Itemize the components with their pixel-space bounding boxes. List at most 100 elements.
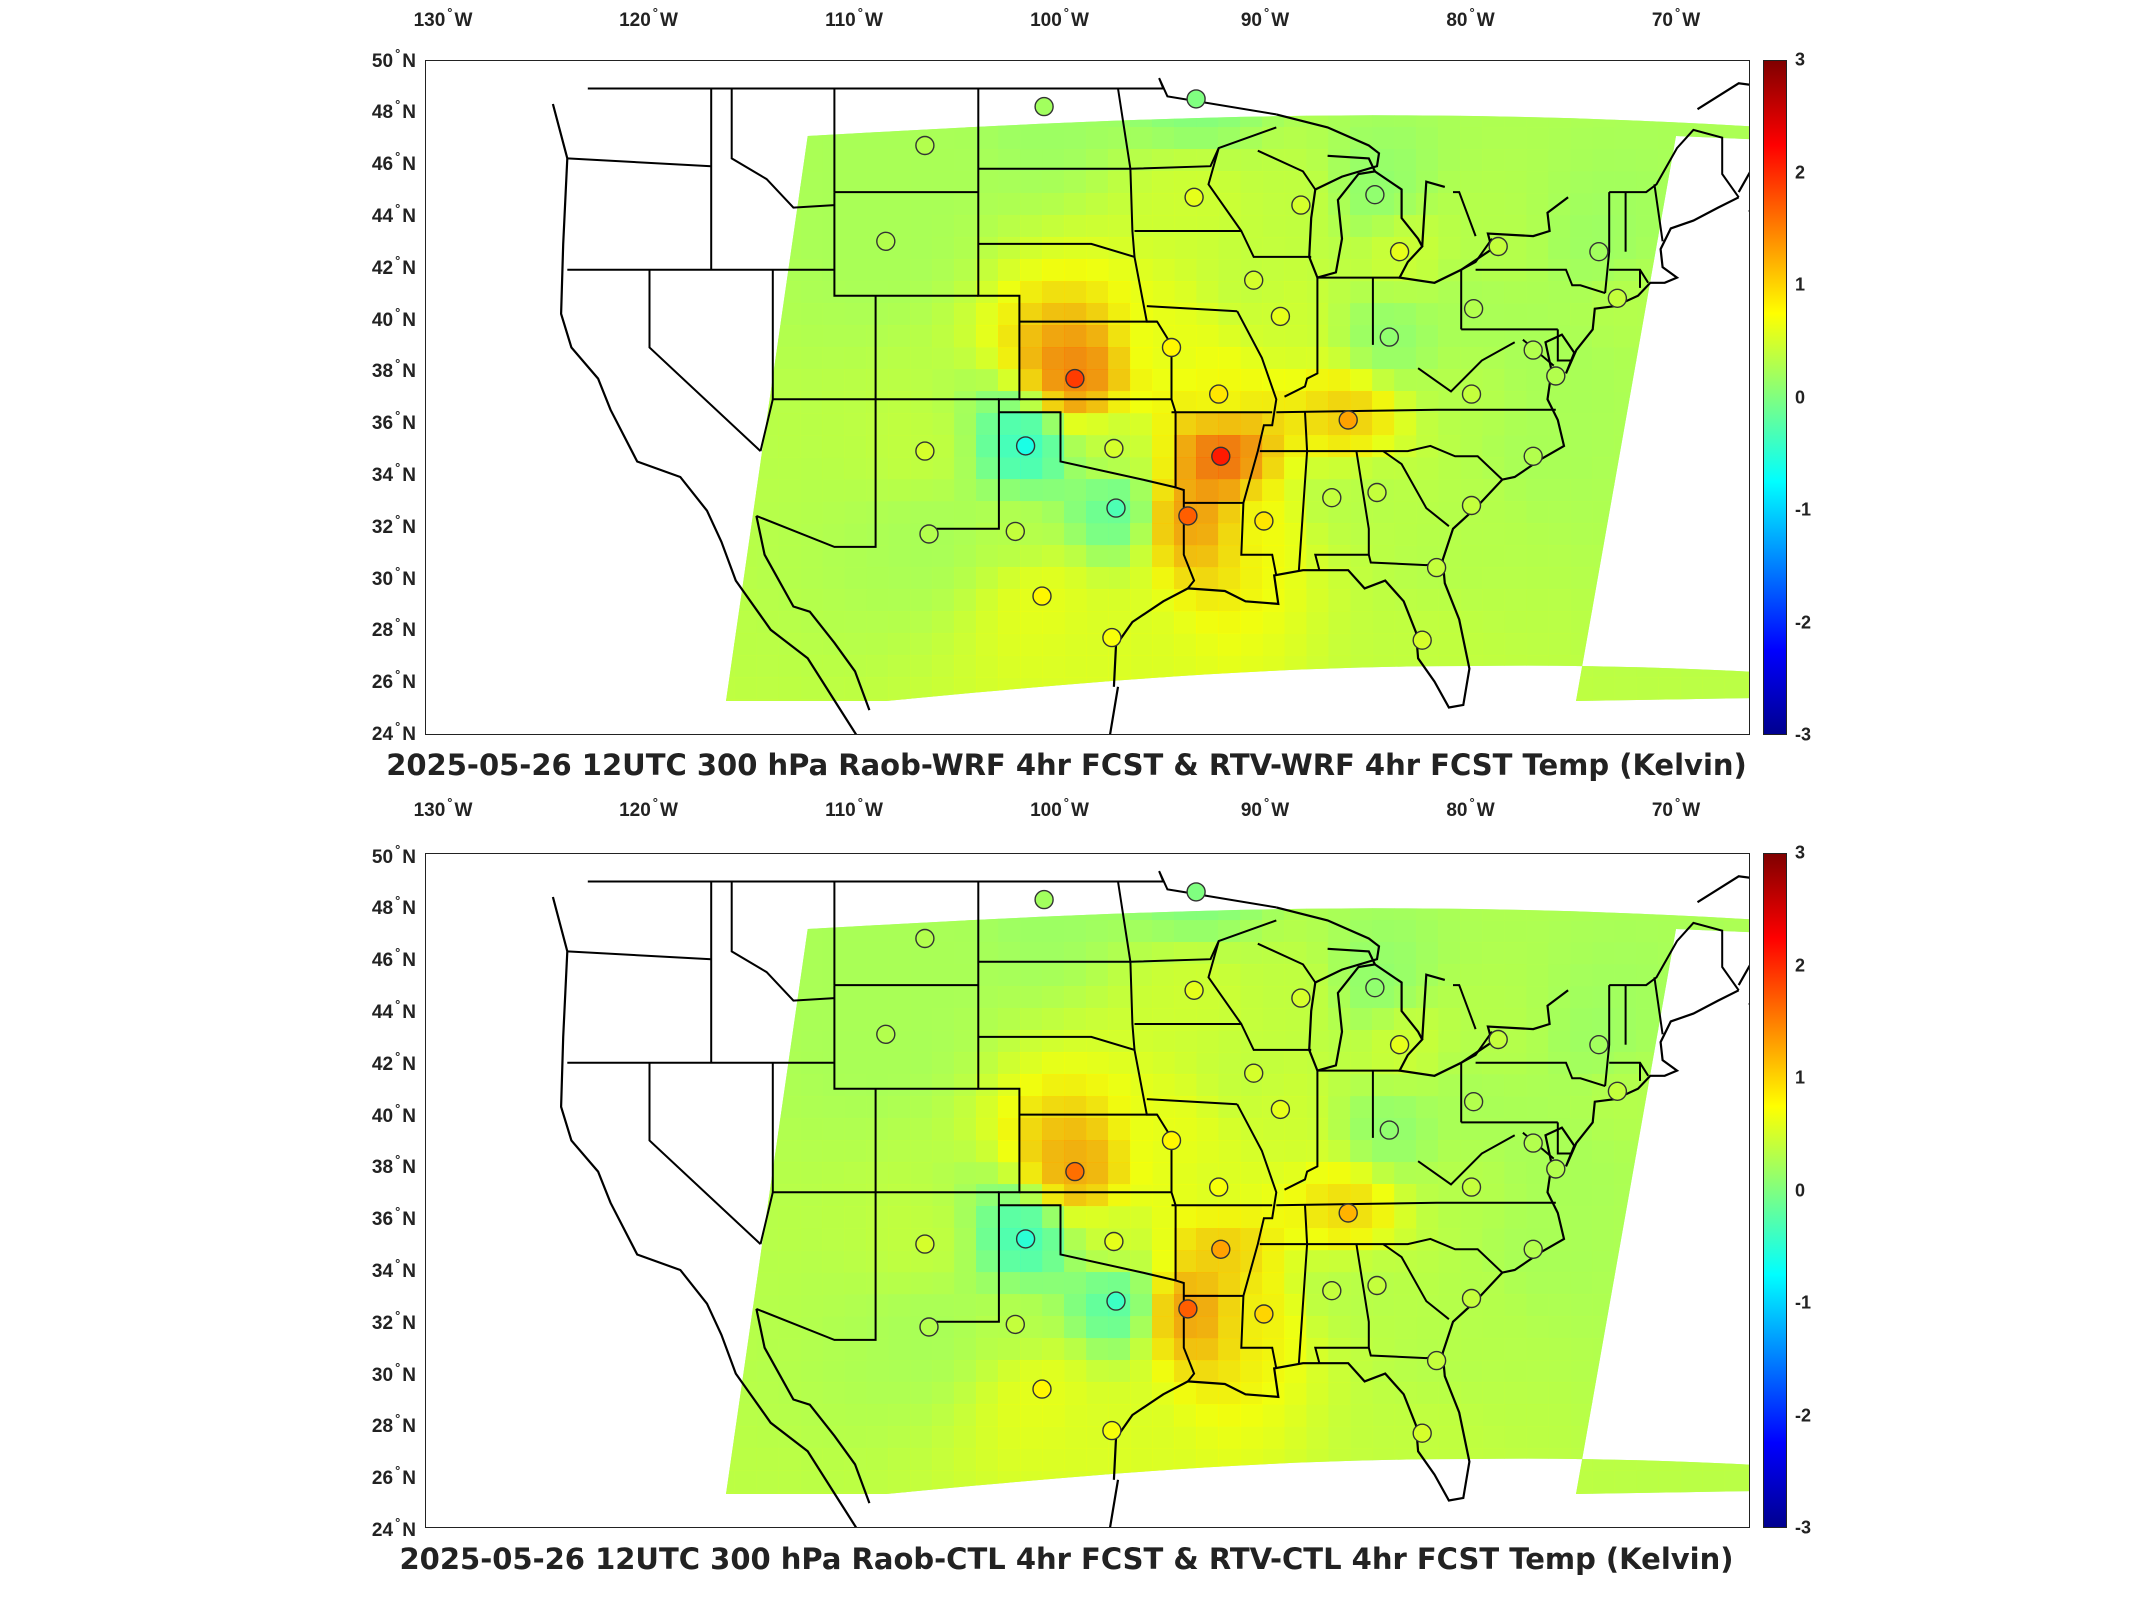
raob-station-marker — [1184, 980, 1204, 1001]
field-cell — [448, 1492, 471, 1515]
field-cell — [1636, 369, 1659, 392]
field-cell — [668, 523, 691, 546]
field-cell — [1240, 699, 1263, 702]
field-cell — [448, 193, 471, 216]
field-cell — [1570, 986, 1593, 1009]
field-cell — [1526, 920, 1549, 943]
field-cell — [448, 1052, 471, 1075]
field-cell — [1328, 61, 1351, 84]
field-cell — [1108, 655, 1131, 678]
field-cell — [1064, 435, 1087, 458]
field-cell — [778, 1470, 801, 1493]
field-cell — [1152, 1008, 1175, 1031]
field-cell — [690, 1074, 713, 1097]
field-cell — [844, 567, 867, 590]
field-cell — [1680, 237, 1703, 260]
field-cell — [1064, 677, 1087, 700]
state-border-line — [1284, 1070, 1319, 1191]
field-cell — [1416, 115, 1439, 128]
field-cell — [976, 1140, 999, 1163]
raob-station-marker — [919, 524, 939, 544]
field-cell — [558, 611, 581, 634]
field-cell — [1020, 457, 1043, 480]
field-cell — [1438, 854, 1461, 877]
field-cell — [976, 1382, 999, 1405]
field-cell — [1746, 1008, 1749, 1031]
field-cell — [1284, 1162, 1307, 1185]
field-cell — [1350, 655, 1373, 678]
field-cell — [492, 193, 515, 216]
field-cell — [1020, 523, 1043, 546]
field-cell — [536, 325, 559, 348]
field-cell — [1064, 259, 1087, 282]
field-cell — [1306, 964, 1329, 987]
field-cell — [646, 1162, 669, 1185]
field-cell — [1262, 633, 1285, 656]
field-cell — [756, 942, 779, 965]
field-cell — [646, 545, 669, 568]
field-cell — [1680, 1448, 1703, 1471]
field-cell — [1438, 1096, 1461, 1119]
field-cell — [1130, 1338, 1153, 1361]
field-cell — [1064, 1316, 1087, 1339]
field-cell — [602, 567, 625, 590]
field-cell — [1416, 1316, 1439, 1339]
field-cell — [1064, 61, 1087, 84]
field-cell — [1460, 1030, 1483, 1053]
field-cell — [1240, 1184, 1263, 1207]
field-cell — [1702, 1184, 1725, 1207]
field-cell — [932, 325, 955, 348]
field-cell — [844, 523, 867, 546]
field-cell — [1746, 854, 1750, 877]
field-cell — [778, 149, 801, 172]
field-cell — [866, 611, 889, 634]
field-cell — [690, 127, 713, 150]
field-cell — [1614, 1470, 1637, 1493]
field-cell — [1504, 1294, 1527, 1317]
field-cell — [1504, 149, 1527, 172]
latitude-label: 28 ° N — [371, 615, 416, 642]
field-cell — [668, 721, 691, 735]
field-cell — [1702, 149, 1725, 172]
field-cell — [1746, 876, 1750, 899]
field-cell — [800, 1338, 823, 1361]
raob-station-marker — [1461, 1288, 1482, 1309]
field-cell — [1284, 721, 1307, 735]
field-cell — [1592, 1294, 1615, 1317]
field-cell — [1284, 347, 1307, 370]
field-cell — [1218, 1294, 1241, 1317]
field-cell — [1020, 920, 1043, 943]
field-cell — [448, 325, 471, 348]
field-cell — [954, 964, 977, 987]
field-cell — [426, 986, 449, 1009]
field-cell — [1372, 1008, 1395, 1031]
field-cell — [1240, 413, 1263, 436]
field-cell — [1152, 435, 1175, 458]
raob-station-marker — [1104, 1231, 1124, 1252]
field-cell — [1306, 61, 1329, 84]
field-cell — [888, 633, 911, 656]
field-cell — [1724, 115, 1747, 128]
field-cell — [1724, 908, 1747, 921]
field-cell — [448, 1206, 471, 1229]
field-cell — [580, 1514, 603, 1528]
field-cell — [734, 127, 757, 150]
field-cell — [866, 920, 889, 943]
field-cell — [426, 435, 449, 458]
field-cell — [492, 1250, 515, 1273]
field-cell — [514, 171, 537, 194]
field-cell — [1592, 171, 1615, 194]
field-cell — [624, 83, 647, 106]
state-border-line — [923, 88, 1021, 535]
field-cell — [624, 920, 647, 943]
field-cell — [426, 83, 449, 106]
field-cell — [1042, 611, 1065, 634]
field-cell — [866, 721, 889, 735]
field-cell — [1350, 1118, 1373, 1141]
field-cell — [932, 193, 955, 216]
field-cell — [602, 215, 625, 238]
field-cell — [426, 1338, 449, 1361]
field-cell — [888, 413, 911, 436]
field-cell — [1218, 1316, 1241, 1339]
field-cell — [1614, 1316, 1637, 1339]
